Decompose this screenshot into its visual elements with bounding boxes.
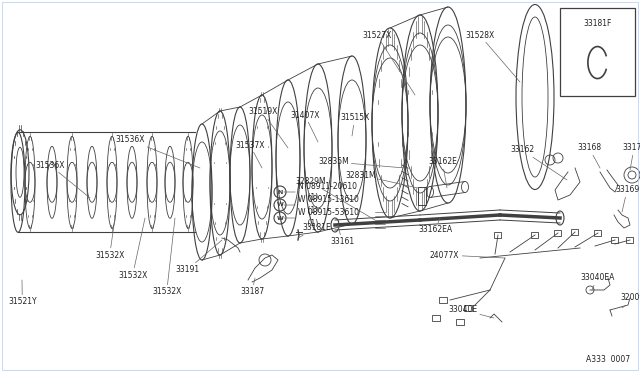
Text: 33191: 33191 — [175, 240, 222, 275]
Bar — [594, 230, 601, 236]
Text: 31537X: 31537X — [235, 141, 264, 168]
Bar — [626, 237, 633, 243]
Text: 31527X: 31527X — [362, 31, 415, 95]
Text: 32829M: 32829M — [295, 177, 375, 220]
Bar — [439, 297, 447, 303]
Bar — [560, 8, 635, 96]
Text: 31519X: 31519X — [248, 108, 288, 148]
Text: W 08915-53610
    (1): W 08915-53610 (1) — [284, 208, 359, 228]
Text: 33161: 33161 — [330, 225, 354, 247]
Text: 32831M: 32831M — [345, 170, 418, 188]
Bar — [571, 229, 578, 235]
Text: 31536X: 31536X — [115, 135, 200, 168]
Bar — [464, 305, 472, 311]
Text: 33162EA: 33162EA — [418, 218, 452, 234]
Text: 33187: 33187 — [240, 278, 264, 296]
Text: A333  0007: A333 0007 — [586, 355, 630, 364]
Text: 33040EA: 33040EA — [580, 273, 614, 290]
Text: 33162E: 33162E — [428, 157, 457, 188]
Text: 33169: 33169 — [615, 186, 639, 212]
Text: 33178: 33178 — [622, 144, 640, 170]
Text: 33168: 33168 — [577, 144, 601, 168]
Text: 31407X: 31407X — [290, 110, 319, 142]
Text: 31536X: 31536X — [35, 160, 90, 198]
Text: W: W — [276, 202, 284, 208]
Text: 33181F: 33181F — [583, 19, 612, 28]
Bar — [611, 237, 618, 243]
Bar — [456, 319, 464, 325]
Text: 33162: 33162 — [510, 145, 567, 180]
Text: W 08915-13610
    (1): W 08915-13610 (1) — [284, 195, 359, 215]
Text: 32009X: 32009X — [620, 294, 640, 308]
Bar — [432, 315, 440, 321]
Text: W: W — [276, 215, 284, 221]
Text: 24077X: 24077X — [430, 250, 505, 260]
Text: 31521Y: 31521Y — [8, 280, 36, 307]
Bar — [494, 232, 501, 238]
Bar — [554, 230, 561, 236]
Text: N 08911-20610
    (1): N 08911-20610 (1) — [284, 182, 357, 202]
Text: 33181E: 33181E — [298, 224, 331, 238]
Text: 31532X: 31532X — [118, 218, 147, 279]
Text: N: N — [277, 189, 283, 195]
Text: 32835M: 32835M — [318, 157, 405, 168]
Text: 31515X: 31515X — [340, 113, 369, 136]
Text: 31532X: 31532X — [95, 218, 124, 260]
Bar — [418, 187, 426, 205]
Bar — [531, 232, 538, 238]
Text: 31532X: 31532X — [152, 218, 181, 296]
Text: 33040E: 33040E — [448, 305, 494, 318]
Text: 31528X: 31528X — [465, 31, 520, 82]
